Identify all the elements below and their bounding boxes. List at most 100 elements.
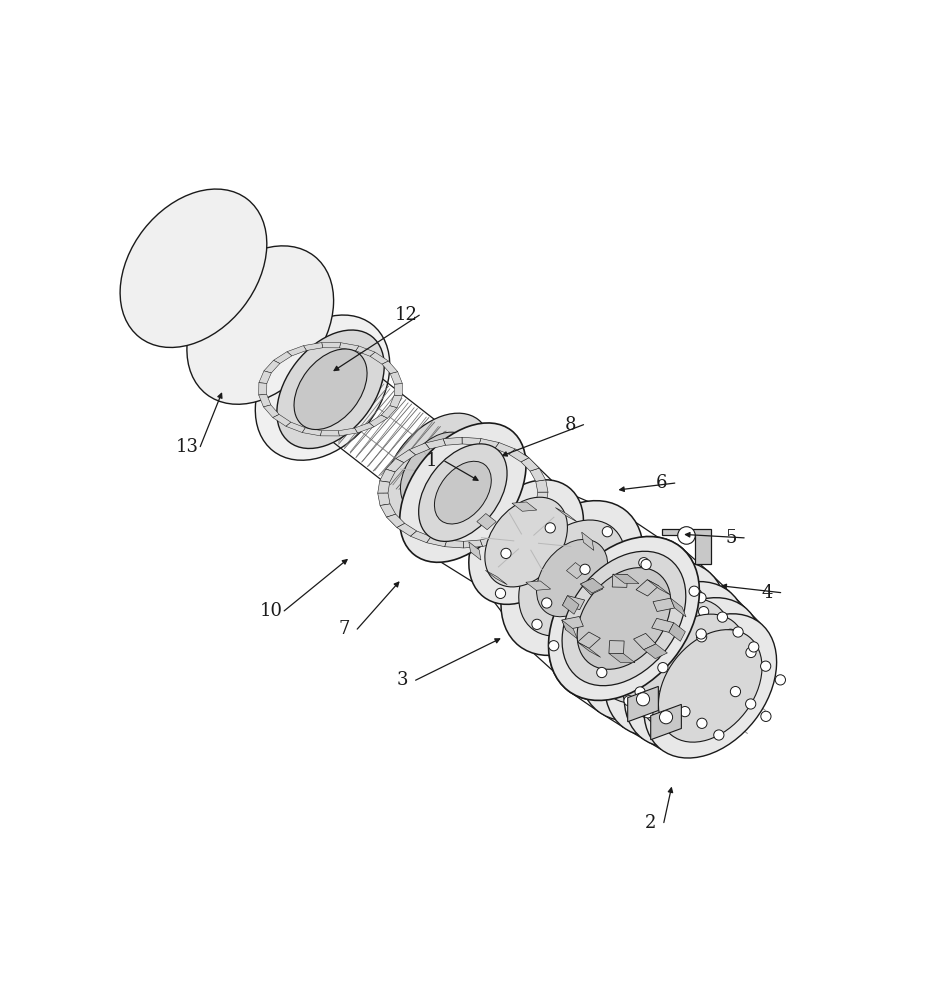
Polygon shape xyxy=(530,503,546,516)
Polygon shape xyxy=(409,443,430,455)
Circle shape xyxy=(682,648,692,658)
Circle shape xyxy=(696,629,706,639)
Ellipse shape xyxy=(579,561,726,721)
Circle shape xyxy=(661,601,672,611)
Polygon shape xyxy=(521,458,539,471)
Circle shape xyxy=(668,569,678,579)
Polygon shape xyxy=(264,360,280,373)
Ellipse shape xyxy=(383,413,491,532)
Circle shape xyxy=(717,612,727,622)
Text: 1: 1 xyxy=(426,452,437,470)
Circle shape xyxy=(635,687,645,697)
Circle shape xyxy=(760,661,771,671)
Circle shape xyxy=(628,669,639,679)
Ellipse shape xyxy=(293,349,357,420)
Ellipse shape xyxy=(485,497,567,587)
Polygon shape xyxy=(577,632,600,648)
Circle shape xyxy=(542,598,552,608)
Ellipse shape xyxy=(620,599,731,719)
Circle shape xyxy=(610,621,621,631)
Text: 10: 10 xyxy=(260,602,283,620)
Circle shape xyxy=(602,527,612,537)
Ellipse shape xyxy=(562,551,686,686)
Ellipse shape xyxy=(643,614,776,758)
Circle shape xyxy=(556,579,566,589)
Polygon shape xyxy=(445,540,463,548)
Polygon shape xyxy=(526,581,551,590)
Polygon shape xyxy=(556,508,577,522)
Circle shape xyxy=(749,642,759,652)
Polygon shape xyxy=(395,384,402,396)
Polygon shape xyxy=(627,686,658,722)
Polygon shape xyxy=(378,493,390,505)
Polygon shape xyxy=(609,653,635,663)
Circle shape xyxy=(580,564,590,574)
Circle shape xyxy=(633,598,643,608)
Circle shape xyxy=(595,660,606,671)
Polygon shape xyxy=(613,574,639,584)
Polygon shape xyxy=(566,563,586,579)
Polygon shape xyxy=(496,530,516,542)
Circle shape xyxy=(624,696,634,706)
Polygon shape xyxy=(480,536,500,546)
Polygon shape xyxy=(396,450,415,463)
Ellipse shape xyxy=(121,189,267,347)
Polygon shape xyxy=(462,437,481,445)
Polygon shape xyxy=(378,481,390,493)
Circle shape xyxy=(569,658,579,668)
Polygon shape xyxy=(264,405,279,418)
Polygon shape xyxy=(259,383,267,395)
Polygon shape xyxy=(582,532,593,550)
Circle shape xyxy=(642,708,653,718)
Circle shape xyxy=(689,586,699,596)
Polygon shape xyxy=(580,578,603,595)
Circle shape xyxy=(761,711,771,721)
Polygon shape xyxy=(636,580,658,596)
Circle shape xyxy=(730,686,740,697)
Circle shape xyxy=(637,693,650,706)
Ellipse shape xyxy=(640,614,747,731)
Ellipse shape xyxy=(400,432,474,513)
Text: 3: 3 xyxy=(397,671,408,689)
Polygon shape xyxy=(443,437,463,445)
Ellipse shape xyxy=(565,555,683,682)
Polygon shape xyxy=(411,531,431,543)
Ellipse shape xyxy=(305,363,344,406)
Circle shape xyxy=(658,663,668,673)
Polygon shape xyxy=(662,529,711,564)
Polygon shape xyxy=(511,523,530,536)
Polygon shape xyxy=(634,633,656,650)
Circle shape xyxy=(679,616,690,627)
Text: 4: 4 xyxy=(762,584,773,602)
Polygon shape xyxy=(354,423,374,433)
Polygon shape xyxy=(380,504,396,517)
Polygon shape xyxy=(369,415,387,427)
Ellipse shape xyxy=(658,630,762,742)
Circle shape xyxy=(746,647,756,658)
Ellipse shape xyxy=(501,501,643,655)
Ellipse shape xyxy=(625,598,762,747)
Ellipse shape xyxy=(519,520,625,636)
Polygon shape xyxy=(653,598,674,612)
Circle shape xyxy=(696,632,706,642)
Circle shape xyxy=(548,641,559,651)
Text: 2: 2 xyxy=(645,814,657,832)
Polygon shape xyxy=(671,598,686,617)
Ellipse shape xyxy=(277,330,384,448)
Polygon shape xyxy=(562,596,579,614)
Circle shape xyxy=(630,636,641,646)
Polygon shape xyxy=(669,623,686,641)
Ellipse shape xyxy=(577,568,671,669)
Polygon shape xyxy=(259,371,271,383)
Ellipse shape xyxy=(255,315,390,460)
Circle shape xyxy=(696,593,706,603)
Ellipse shape xyxy=(434,461,492,524)
Polygon shape xyxy=(390,372,402,384)
Polygon shape xyxy=(356,346,375,356)
Polygon shape xyxy=(577,642,601,657)
Text: 12: 12 xyxy=(395,306,417,324)
Text: 8: 8 xyxy=(564,416,577,434)
Ellipse shape xyxy=(548,537,699,700)
Circle shape xyxy=(677,527,695,544)
Circle shape xyxy=(699,607,708,617)
